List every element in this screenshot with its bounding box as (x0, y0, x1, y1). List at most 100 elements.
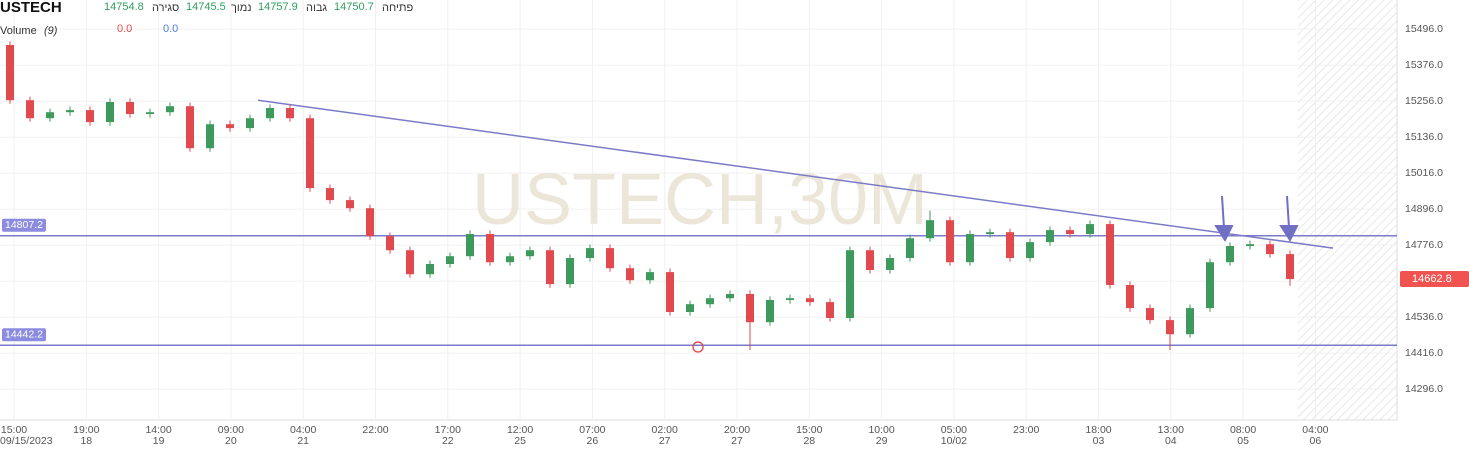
y-tick-label: 15136.0 (1405, 131, 1443, 143)
candle-body (386, 236, 394, 251)
level-label-box (2, 328, 46, 342)
candle-body (646, 272, 654, 281)
indicator-name: Volume (0, 25, 37, 37)
candle-body (786, 298, 794, 300)
x-tick-sublabel: 10/02 (941, 435, 967, 447)
open-label: פתיחה (382, 2, 413, 14)
candle-body (1126, 285, 1134, 309)
close-label: סגירה (152, 2, 179, 14)
x-tick-sublabel: 20 (225, 435, 237, 447)
x-tick-label: 22:00 (362, 424, 388, 436)
candle-body (686, 304, 694, 312)
watermark: USTECH,30M (472, 160, 928, 240)
candle-body (586, 248, 594, 258)
level-label: 14442.2 (5, 329, 43, 341)
x-tick-sublabel: 21 (297, 435, 309, 447)
y-tick-label: 14896.0 (1405, 203, 1443, 215)
indicator-param: (9) (44, 25, 58, 37)
candle-body (326, 188, 334, 201)
x-tick-label: 10:00 (868, 424, 894, 436)
level-label-box (2, 218, 46, 232)
last-price-box (1400, 271, 1469, 288)
y-tick-label: 15376.0 (1405, 59, 1443, 71)
candle-body (266, 108, 274, 119)
candle-body (506, 256, 514, 263)
candle-body (86, 110, 94, 123)
x-tick-label: 20:00 (724, 424, 750, 436)
x-tick-sublabel: 04 (1165, 435, 1177, 447)
candle-body (1026, 242, 1034, 258)
x-tick-sublabel: 28 (803, 435, 815, 447)
high-value: 14757.9 (258, 1, 298, 13)
x-tick-label: 12:00 (507, 424, 533, 436)
x-tick-sublabel: 19 (153, 435, 165, 447)
x-tick-label: 02:00 (652, 424, 678, 436)
candle-body (1246, 244, 1254, 246)
candle-body (886, 258, 894, 270)
x-tick-sublabel: 27 (731, 435, 743, 447)
candle-body (466, 234, 474, 257)
candle-body (806, 298, 814, 303)
last-price-label: 14662.8 (1412, 273, 1452, 285)
plot (0, 41, 1397, 351)
candle-body (626, 268, 634, 281)
y-tick-label: 14296.0 (1405, 383, 1443, 395)
trend-line (257, 99, 1334, 249)
candle-body (286, 108, 294, 119)
x-tick-sublabel: 18 (80, 435, 92, 447)
candle-body (1286, 254, 1294, 280)
candle-body (446, 256, 454, 264)
x-tick-sublabel: 27 (659, 435, 671, 447)
y-tick-label: 14416.0 (1405, 347, 1443, 359)
candle-body (746, 294, 754, 323)
x-tick-sublabel: 06 (1310, 435, 1322, 447)
candle-body (186, 106, 194, 149)
candle-body (1086, 224, 1094, 234)
candle-body (726, 294, 734, 299)
x-tick-label: 07:00 (579, 424, 605, 436)
candle-body (246, 118, 254, 129)
y-tick-label: 14776.0 (1405, 239, 1443, 251)
annotations (1214, 195, 1299, 243)
level-label: 14807.2 (5, 219, 43, 231)
candle-body (226, 124, 234, 129)
x-tick-label: 15:00 (796, 424, 822, 436)
candle-body (706, 298, 714, 305)
x-tick-sublabel: 05 (1237, 435, 1249, 447)
candle-body (46, 112, 54, 119)
candle-body (66, 110, 74, 113)
y-tick-label: 15256.0 (1405, 95, 1443, 107)
grid (0, 0, 1397, 420)
candle-body (1146, 308, 1154, 321)
y-tick-label: 14536.0 (1405, 311, 1443, 323)
x-tick-sublabel: 09/15/2023 (0, 435, 53, 447)
marker-circle (692, 341, 704, 353)
x-tick-label: 04:00 (1302, 424, 1328, 436)
candle-body (766, 300, 774, 323)
candle-body (1266, 244, 1274, 255)
x-tick-label: 05:00 (941, 424, 967, 436)
candle-body (866, 250, 874, 270)
symbol: USTECH (0, 0, 62, 16)
x-tick-label: 18:00 (1085, 424, 1111, 436)
candle-body (546, 250, 554, 285)
candle-body (206, 124, 214, 149)
candle-body (666, 272, 674, 312)
candle-body (1166, 320, 1174, 335)
low-value: 14745.5 (186, 1, 226, 13)
open-value: 14750.7 (334, 1, 374, 13)
candle-body (926, 220, 934, 239)
candle-body (606, 248, 614, 269)
candle-body (946, 220, 954, 263)
candle-body (306, 118, 314, 189)
x-tick-sublabel: 03 (1093, 435, 1105, 447)
y-tick-label: 15496.0 (1405, 23, 1443, 35)
candle-body (166, 106, 174, 113)
candle-body (26, 100, 34, 119)
indicator-value: 0.0 (117, 23, 132, 35)
x-tick-label: 19:00 (73, 424, 99, 436)
candle-body (966, 234, 974, 263)
x-tick-label: 09:00 (218, 424, 244, 436)
candle-body (406, 250, 414, 275)
